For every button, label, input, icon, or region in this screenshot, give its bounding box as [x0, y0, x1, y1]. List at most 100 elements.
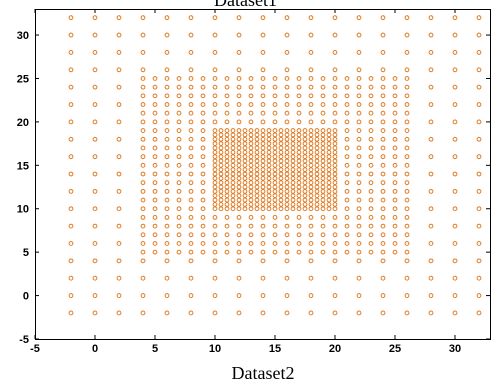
data-point [248, 132, 254, 138]
data-point [218, 154, 224, 160]
data-point [476, 136, 482, 142]
data-point [218, 180, 224, 186]
data-point [116, 258, 122, 264]
data-point [224, 232, 230, 238]
data-point [260, 128, 266, 133]
data-point [254, 201, 260, 207]
data-point [254, 188, 260, 194]
data-point [68, 275, 74, 281]
data-point [356, 154, 362, 160]
data-point [212, 215, 218, 220]
data-point [152, 128, 158, 133]
data-point [404, 310, 410, 316]
data-point [326, 180, 332, 186]
data-point [236, 76, 242, 81]
data-point [392, 119, 398, 125]
data-point [236, 232, 242, 238]
data-point [248, 149, 254, 155]
data-point [230, 184, 236, 190]
data-point [308, 241, 314, 246]
x-tick-label: 0 [92, 343, 98, 355]
data-point [212, 110, 218, 116]
data-point [218, 136, 224, 142]
data-point [68, 188, 74, 194]
data-point [272, 102, 278, 107]
data-point [332, 93, 338, 99]
data-point [224, 132, 230, 138]
data-point [230, 136, 236, 142]
data-point [260, 141, 266, 147]
data-point [380, 67, 386, 73]
data-point [212, 128, 218, 133]
data-point [308, 275, 314, 281]
data-point [344, 102, 350, 107]
data-point [404, 110, 410, 116]
data-point [368, 84, 374, 90]
data-point [368, 154, 374, 160]
data-point [248, 249, 254, 255]
y-tick-label: 30 [17, 30, 29, 42]
data-point [152, 171, 158, 177]
data-point [356, 232, 362, 238]
data-point [236, 241, 242, 246]
data-point [164, 119, 170, 125]
data-point [290, 167, 296, 173]
data-point [230, 158, 236, 164]
data-point [176, 154, 182, 160]
data-point [284, 84, 290, 90]
data-point [224, 249, 230, 255]
data-point [284, 32, 290, 38]
data-point [392, 241, 398, 246]
data-point [92, 258, 98, 264]
data-point [242, 188, 248, 194]
data-point [320, 249, 326, 255]
data-point [248, 193, 254, 199]
data-point [308, 154, 314, 160]
data-point [320, 193, 326, 199]
data-point [308, 180, 314, 186]
data-point [314, 193, 320, 199]
data-point [164, 258, 170, 264]
data-point [236, 180, 242, 186]
data-point [212, 76, 218, 81]
data-point [404, 258, 410, 264]
data-point [248, 84, 254, 90]
data-point [344, 154, 350, 160]
data-point [308, 206, 314, 212]
data-point [320, 201, 326, 207]
data-point [236, 223, 242, 229]
data-point [302, 154, 308, 160]
data-point [188, 76, 194, 81]
x-tick-label: 15 [269, 343, 281, 355]
data-point [356, 119, 362, 125]
data-point [368, 232, 374, 238]
data-point [278, 167, 284, 173]
data-point [476, 171, 482, 177]
data-point [380, 188, 386, 194]
data-point [404, 136, 410, 142]
data-point [236, 102, 242, 107]
data-point [212, 162, 218, 168]
data-point [368, 188, 374, 194]
data-point [392, 206, 398, 212]
data-point [176, 84, 182, 90]
data-point [266, 188, 272, 194]
data-point [140, 206, 146, 212]
y-tick-label: 10 [17, 204, 29, 216]
data-point [308, 162, 314, 168]
data-point [236, 188, 242, 194]
data-point [248, 223, 254, 229]
data-point [236, 201, 242, 207]
data-point [230, 162, 236, 168]
data-point [272, 76, 278, 81]
data-point [212, 241, 218, 246]
data-point [254, 158, 260, 164]
x-axis-ticks: -5 0 5 10 15 20 25 30 [30, 9, 461, 355]
data-point [164, 197, 170, 203]
data-point [302, 171, 308, 177]
data-point [248, 201, 254, 207]
data-point [242, 171, 248, 177]
data-point [236, 128, 242, 133]
data-point [278, 136, 284, 142]
data-point [188, 50, 194, 55]
